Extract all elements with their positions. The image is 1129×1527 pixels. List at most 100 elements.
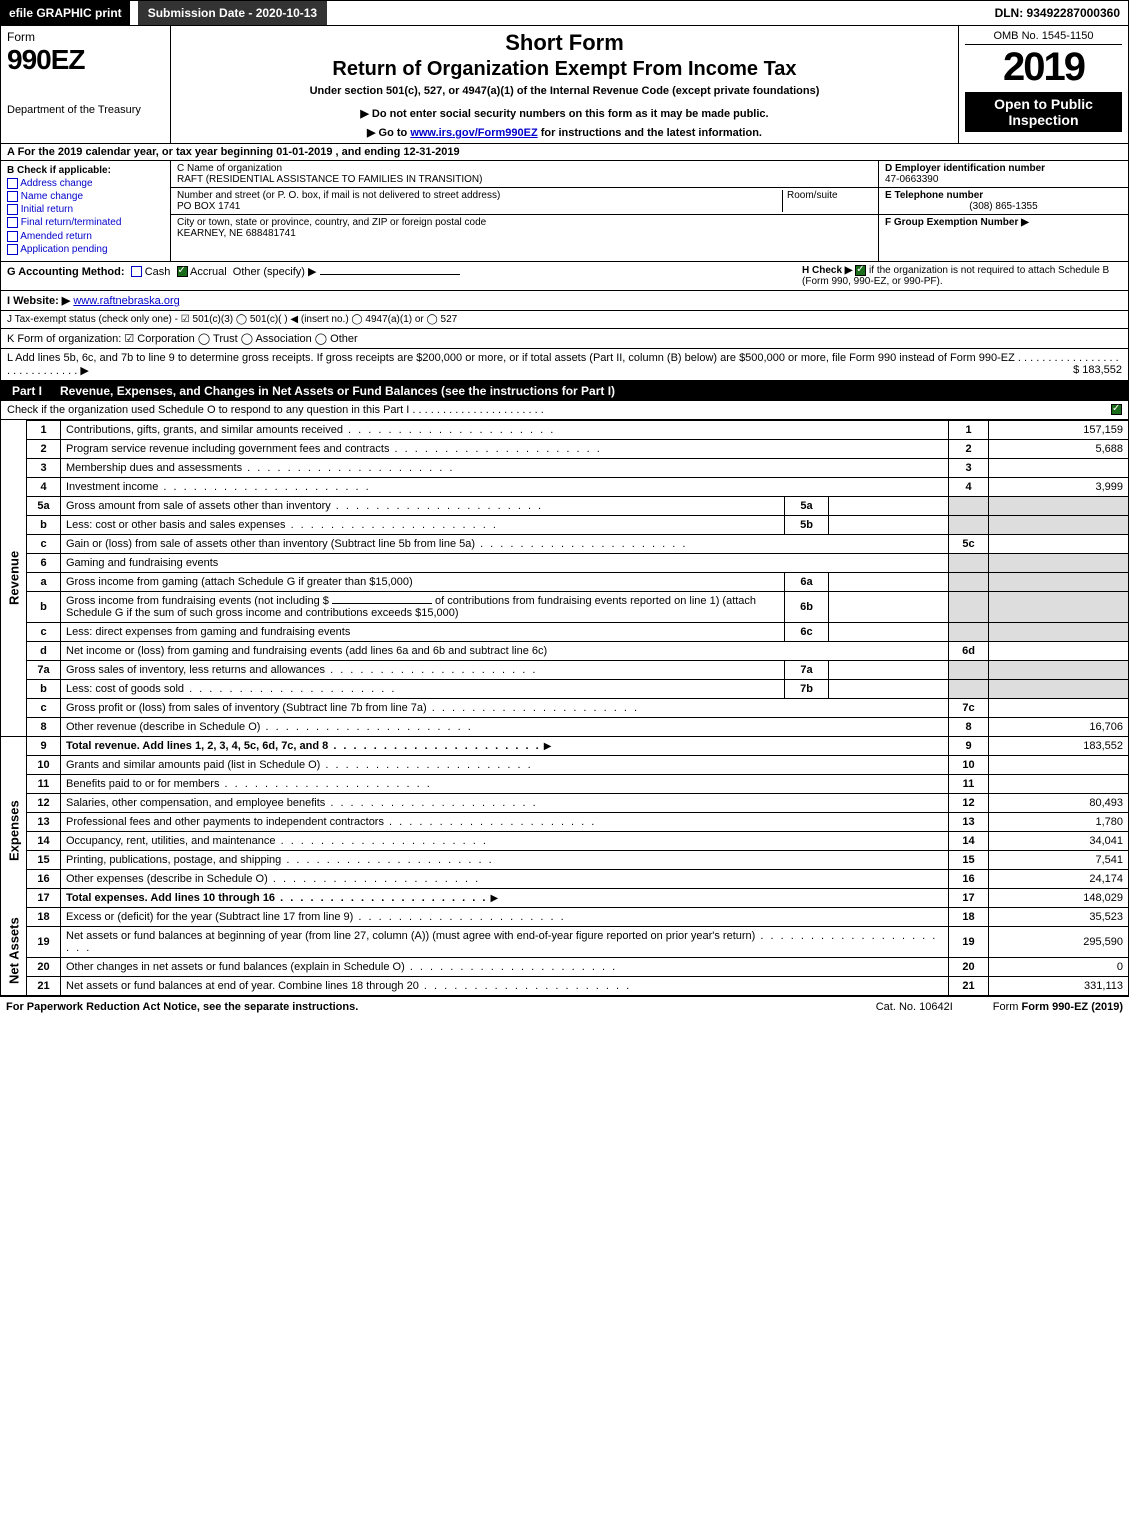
ein-value: 47-0663390: [885, 174, 1122, 185]
line-g: G Accounting Method: Cash Accrual Other …: [7, 265, 802, 287]
line-h: H Check ▶ if the organization is not req…: [802, 265, 1122, 287]
row8-lineno: 8: [949, 717, 989, 736]
row20-lineno: 20: [949, 957, 989, 976]
row21-amount: 331,113: [989, 976, 1129, 995]
row19-num: 19: [27, 926, 61, 957]
row12-lineno: 12: [949, 793, 989, 812]
website-link[interactable]: www.raftnebraska.org: [73, 295, 179, 307]
row7b-subval: [829, 679, 949, 698]
row2-num: 2: [27, 439, 61, 458]
checkbox-cash[interactable]: [131, 266, 142, 277]
column-c: C Name of organization RAFT (RESIDENTIAL…: [171, 161, 878, 261]
part1-table: Revenue 1 Contributions, gifts, grants, …: [0, 420, 1129, 996]
checkbox-application-pending[interactable]: Application pending: [7, 244, 164, 255]
row1-lineno: 1: [949, 420, 989, 439]
row6c-sub: 6c: [785, 622, 829, 641]
row5b-sub: 5b: [785, 515, 829, 534]
row6b-sub: 6b: [785, 591, 829, 622]
city-label: City or town, state or province, country…: [177, 217, 872, 228]
row11-num: 11: [27, 774, 61, 793]
row8-num: 8: [27, 717, 61, 736]
footer-form-ref: Form 990-EZ (2019): [1022, 1001, 1123, 1013]
row17-lineno: 17: [949, 888, 989, 907]
row15-num: 15: [27, 850, 61, 869]
row5c-desc: Gain or (loss) from sale of assets other…: [66, 538, 687, 550]
return-title: Return of Organization Exempt From Incom…: [179, 58, 950, 81]
form-header: Form 990EZ Department of the Treasury Sh…: [0, 26, 1129, 144]
ein-label: D Employer identification number: [885, 163, 1122, 174]
column-b: B Check if applicable: Address change Na…: [1, 161, 171, 261]
row5b-shade1: [949, 515, 989, 534]
side-blank-9: [1, 736, 27, 755]
row6c-desc: Less: direct expenses from gaming and fu…: [61, 622, 785, 641]
row4-amount: 3,999: [989, 477, 1129, 496]
row6a-shade1: [949, 572, 989, 591]
row6c-shade1: [949, 622, 989, 641]
line-h-label: H Check ▶: [802, 265, 852, 276]
row7c-lineno: 7c: [949, 698, 989, 717]
row6a-subval: [829, 572, 949, 591]
omb-number: OMB No. 1545-1150: [965, 30, 1122, 45]
row18-desc: Excess or (deficit) for the year (Subtra…: [66, 911, 566, 923]
row19-desc: Net assets or fund balances at beginning…: [66, 930, 937, 954]
row14-num: 14: [27, 831, 61, 850]
accounting-method-label: G Accounting Method:: [7, 266, 125, 278]
row6d-desc: Net income or (loss) from gaming and fun…: [61, 641, 949, 660]
goto-suffix: for instructions and the latest informat…: [541, 127, 762, 139]
row15-lineno: 15: [949, 850, 989, 869]
part1-label: Part I: [6, 384, 48, 398]
line-k: K Form of organization: ☑ Corporation ◯ …: [0, 329, 1129, 349]
row7a-subval: [829, 660, 949, 679]
row6a-num: a: [27, 572, 61, 591]
line-l-amount: $ 183,552: [1073, 364, 1122, 376]
under-section: Under section 501(c), 527, or 4947(a)(1)…: [179, 85, 950, 97]
row16-num: 16: [27, 869, 61, 888]
row10-lineno: 10: [949, 755, 989, 774]
row14-lineno: 14: [949, 831, 989, 850]
form-number: 990EZ: [7, 44, 164, 76]
row13-desc: Professional fees and other payments to …: [66, 816, 596, 828]
row9-lineno: 9: [949, 736, 989, 755]
row7c-amount: [989, 698, 1129, 717]
checkbox-schedule-o-part1[interactable]: [1111, 404, 1122, 415]
row20-amount: 0: [989, 957, 1129, 976]
checkbox-name-change[interactable]: Name change: [7, 191, 164, 202]
row3-amount: [989, 458, 1129, 477]
row21-lineno: 21: [949, 976, 989, 995]
side-expenses: Expenses: [1, 755, 27, 907]
row3-num: 3: [27, 458, 61, 477]
row6d-amount: [989, 641, 1129, 660]
row4-desc: Investment income: [66, 481, 371, 493]
row13-amount: 1,780: [989, 812, 1129, 831]
row11-desc: Benefits paid to or for members: [66, 778, 432, 790]
row16-amount: 24,174: [989, 869, 1129, 888]
row21-desc: Net assets or fund balances at end of ye…: [66, 980, 631, 992]
row6c-num: c: [27, 622, 61, 641]
goto-link[interactable]: www.irs.gov/Form990EZ: [410, 127, 537, 139]
row4-lineno: 4: [949, 477, 989, 496]
row16-lineno: 16: [949, 869, 989, 888]
tax-year: 2019: [965, 45, 1122, 90]
row11-lineno: 11: [949, 774, 989, 793]
line-l-text: L Add lines 5b, 6c, and 7b to line 9 to …: [7, 352, 1119, 377]
row17-num: 17: [27, 888, 61, 907]
checkbox-schedule-b[interactable]: [855, 265, 866, 276]
room-label: Room/suite: [787, 190, 872, 201]
checkbox-address-change[interactable]: Address change: [7, 178, 164, 189]
row17-desc: Total expenses. Add lines 10 through 16: [66, 892, 487, 904]
row15-desc: Printing, publications, postage, and shi…: [66, 854, 494, 866]
checkbox-final-return[interactable]: Final return/terminated: [7, 217, 164, 228]
row1-desc: Contributions, gifts, grants, and simila…: [66, 424, 555, 436]
page-footer: For Paperwork Reduction Act Notice, see …: [0, 996, 1129, 1017]
row6c-subval: [829, 622, 949, 641]
row7c-num: c: [27, 698, 61, 717]
open-public-badge: Open to Public Inspection: [965, 92, 1122, 132]
department-label: Department of the Treasury: [7, 104, 164, 116]
efile-label[interactable]: efile GRAPHIC print: [1, 1, 130, 25]
checkbox-initial-return[interactable]: Initial return: [7, 204, 164, 215]
row15-amount: 7,541: [989, 850, 1129, 869]
checkbox-amended-return[interactable]: Amended return: [7, 231, 164, 242]
row10-num: 10: [27, 755, 61, 774]
row7a-shade1: [949, 660, 989, 679]
checkbox-accrual[interactable]: [177, 266, 188, 277]
